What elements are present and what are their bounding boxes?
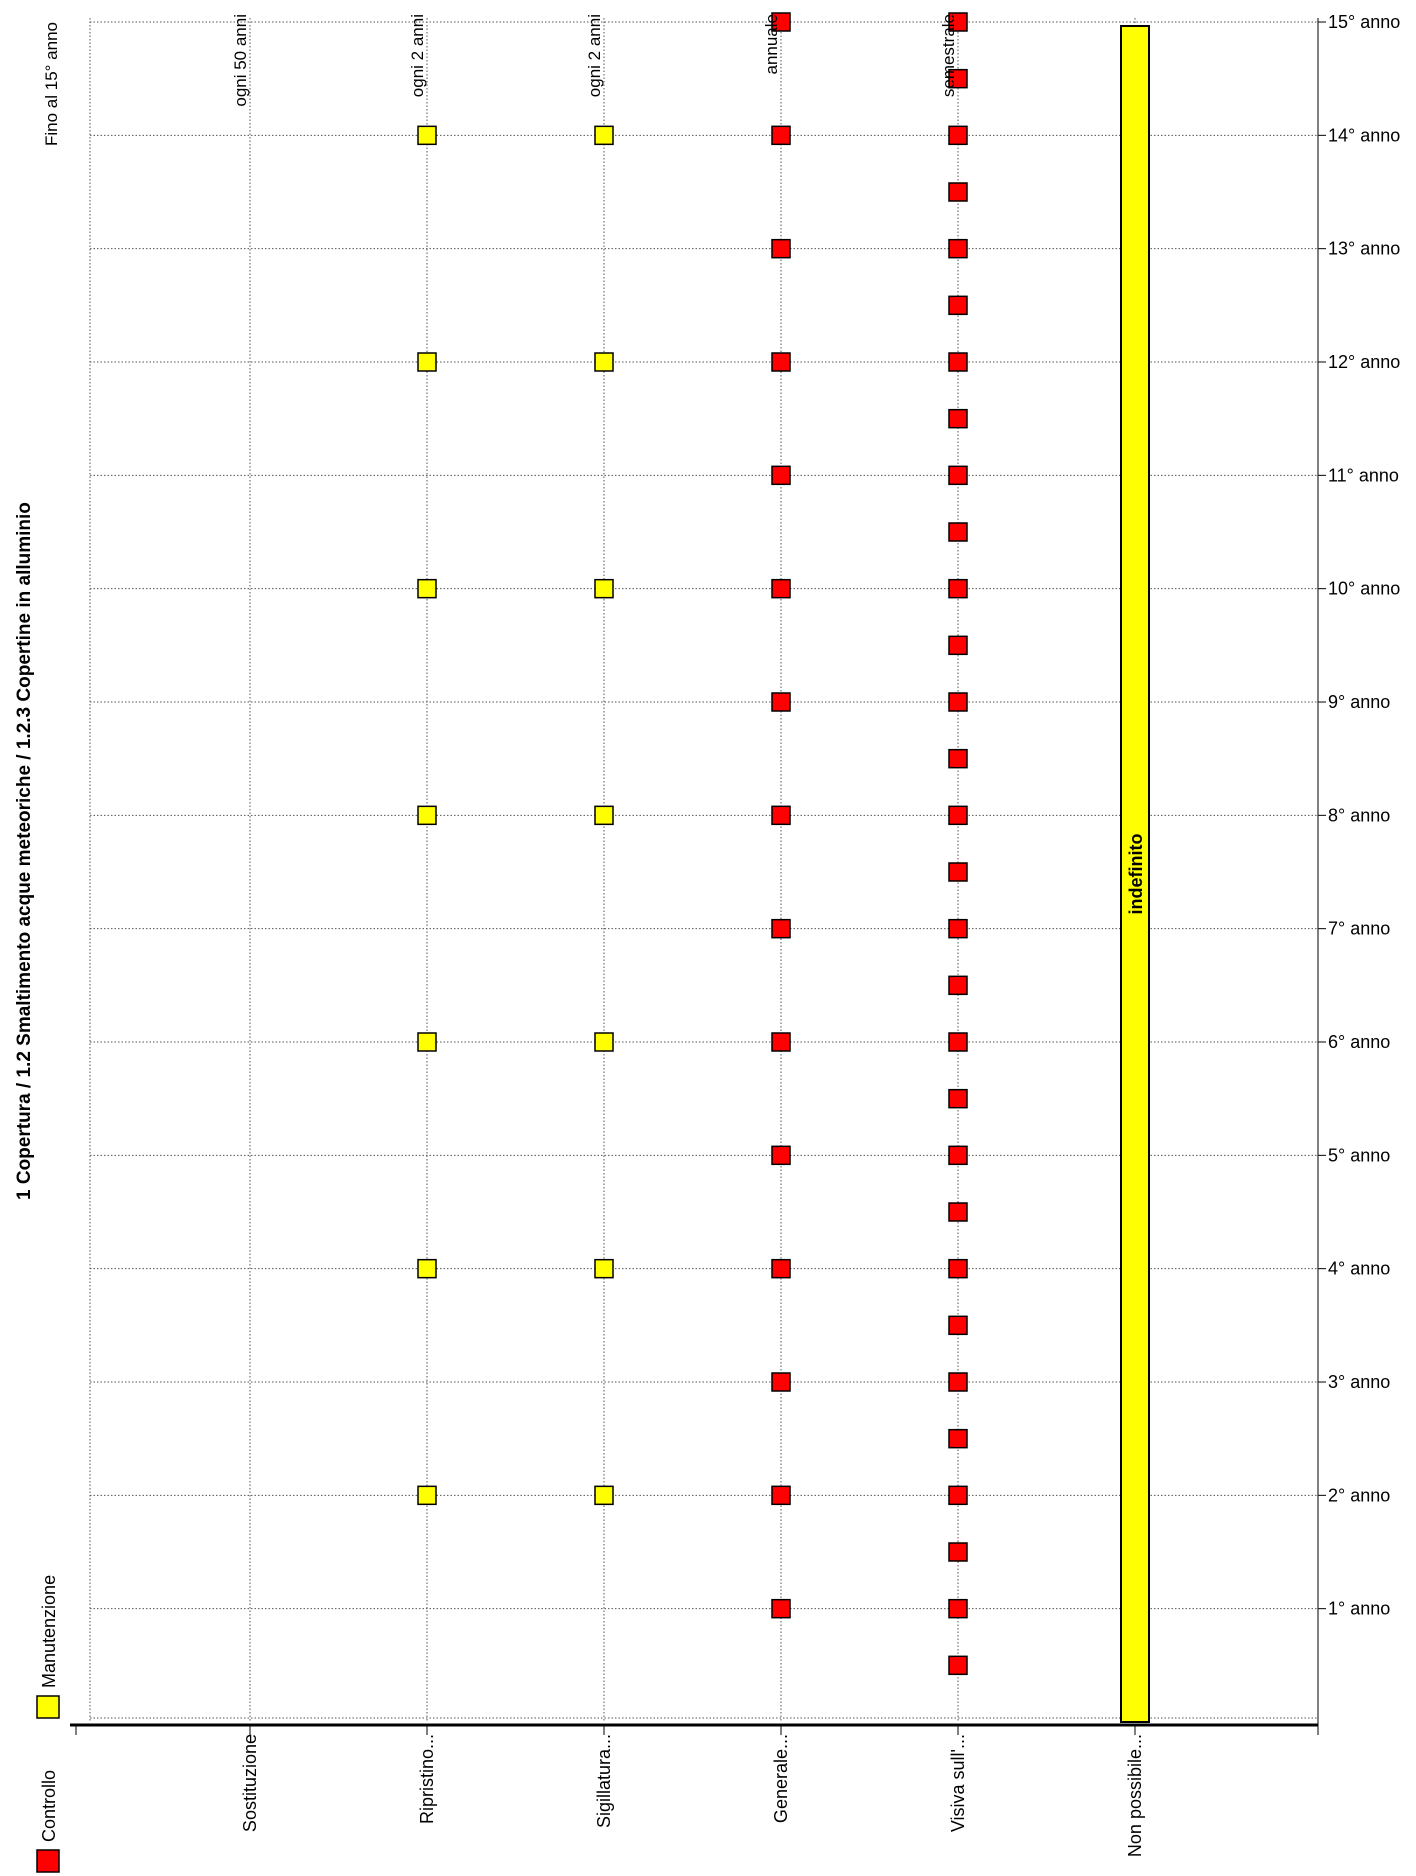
- marker-manutenzione: [594, 1258, 614, 1279]
- marker-controllo: [948, 182, 968, 202]
- time-tick-label: 4° anno: [1328, 1259, 1390, 1279]
- marker-manutenzione: [417, 578, 437, 599]
- marker-manutenzione: [594, 805, 614, 826]
- marker-controllo: [771, 1145, 791, 1166]
- marker-controllo: [948, 1202, 968, 1222]
- marker-controllo: [948, 1145, 968, 1166]
- bar-indefinito: [1120, 25, 1150, 1723]
- legend-swatch: [36, 1695, 60, 1719]
- marker-controllo: [948, 1655, 968, 1676]
- time-tick-label: 1° anno: [1328, 1599, 1390, 1619]
- marker-controllo: [948, 238, 968, 259]
- legend-label: Controllo: [39, 1770, 59, 1842]
- marker-controllo: [948, 862, 968, 882]
- marker-controllo: [948, 125, 968, 146]
- marker-controllo: [948, 465, 968, 486]
- marker-controllo: [948, 918, 968, 939]
- time-tick-label: 6° anno: [1328, 1032, 1390, 1052]
- marker-controllo: [948, 352, 968, 372]
- marker-controllo: [948, 635, 968, 656]
- frequency-label: ogni 2 anni: [408, 14, 427, 97]
- time-tick-label: 7° anno: [1328, 919, 1390, 939]
- frequency-label: ogni 2 anni: [585, 14, 604, 97]
- marker-controllo: [771, 12, 791, 32]
- marker-controllo: [948, 1598, 968, 1619]
- marker-controllo: [771, 692, 791, 712]
- marker-controllo: [771, 125, 791, 146]
- marker-controllo: [771, 1598, 791, 1619]
- marker-controllo: [948, 1542, 968, 1562]
- marker-controllo: [771, 805, 791, 826]
- time-tick-label: 5° anno: [1328, 1145, 1390, 1165]
- time-tick-label: 3° anno: [1328, 1372, 1390, 1392]
- axis-layer: [70, 18, 1326, 1735]
- marker-manutenzione: [417, 805, 437, 826]
- time-tick-label: 10° anno: [1328, 579, 1400, 599]
- time-tick-label: 14° anno: [1328, 125, 1400, 145]
- marker-controllo: [948, 295, 968, 316]
- horizon-label: Fino al 15° anno: [42, 22, 61, 146]
- marker-manutenzione: [594, 578, 614, 599]
- time-tick-label: 8° anno: [1328, 805, 1390, 825]
- marker-controllo: [948, 1372, 968, 1392]
- frequency-label: ogni 50 anni: [231, 14, 250, 107]
- marker-controllo: [948, 1088, 968, 1109]
- marker-controllo: [771, 238, 791, 259]
- legend-swatch: [36, 1849, 60, 1873]
- marker-controllo: [948, 748, 968, 769]
- category-label: Sigillatura...: [594, 1734, 614, 1828]
- marker-controllo: [948, 1258, 968, 1279]
- marker-controllo: [771, 1372, 791, 1392]
- marker-controllo: [948, 975, 968, 996]
- marker-controllo: [948, 1032, 968, 1052]
- time-tick-label: 13° anno: [1328, 239, 1400, 259]
- marker-manutenzione: [417, 352, 437, 372]
- category-label: Visiva sull'...: [948, 1734, 968, 1832]
- marker-controllo: [771, 465, 791, 486]
- time-tick-label: 2° anno: [1328, 1485, 1390, 1505]
- marks-layer: [417, 12, 1150, 1723]
- time-tick-label: 12° anno: [1328, 352, 1400, 372]
- marker-controllo: [948, 805, 968, 826]
- legend: Controllo Manutenzione: [36, 1575, 60, 1873]
- category-label: Sostituzione: [240, 1734, 260, 1832]
- marker-controllo: [948, 12, 968, 32]
- frequency-label: semestrale: [939, 14, 958, 97]
- marker-manutenzione: [594, 352, 614, 372]
- time-tick-label: 15° anno: [1328, 12, 1400, 32]
- marker-manutenzione: [417, 1485, 437, 1506]
- marker-controllo: [771, 352, 791, 372]
- legend-label: Manutenzione: [39, 1575, 59, 1688]
- category-label: Non possibile...: [1125, 1734, 1145, 1857]
- category-label: Generale...: [771, 1734, 791, 1823]
- marker-controllo: [771, 1032, 791, 1052]
- marker-manutenzione: [594, 1485, 614, 1506]
- marker-manutenzione: [594, 125, 614, 146]
- marker-controllo: [771, 578, 791, 599]
- marker-manutenzione: [417, 125, 437, 146]
- marker-controllo: [948, 68, 968, 89]
- marker-controllo: [771, 918, 791, 939]
- chart-title: 1 Copertura / 1.2 Smaltimento acque mete…: [14, 502, 35, 1200]
- marker-manutenzione: [417, 1032, 437, 1052]
- marker-controllo: [948, 1485, 968, 1506]
- marker-controllo: [948, 1315, 968, 1336]
- marker-controllo: [948, 522, 968, 542]
- text-layer: 1 Copertura / 1.2 Smaltimento acque mete…: [14, 12, 1400, 1857]
- marker-controllo: [948, 692, 968, 712]
- marker-controllo: [948, 408, 968, 429]
- marker-manutenzione: [417, 1258, 437, 1279]
- marker-controllo: [948, 578, 968, 599]
- frequency-label: annuale: [762, 14, 781, 75]
- marker-manutenzione: [594, 1032, 614, 1052]
- time-tick-label: 9° anno: [1328, 692, 1390, 712]
- time-tick-label: 11° anno: [1328, 465, 1399, 485]
- bar-label: indefinito: [1126, 834, 1146, 915]
- marker-controllo: [771, 1485, 791, 1506]
- category-label: Ripristino...: [417, 1734, 437, 1824]
- marker-controllo: [771, 1258, 791, 1279]
- marker-controllo: [948, 1428, 968, 1449]
